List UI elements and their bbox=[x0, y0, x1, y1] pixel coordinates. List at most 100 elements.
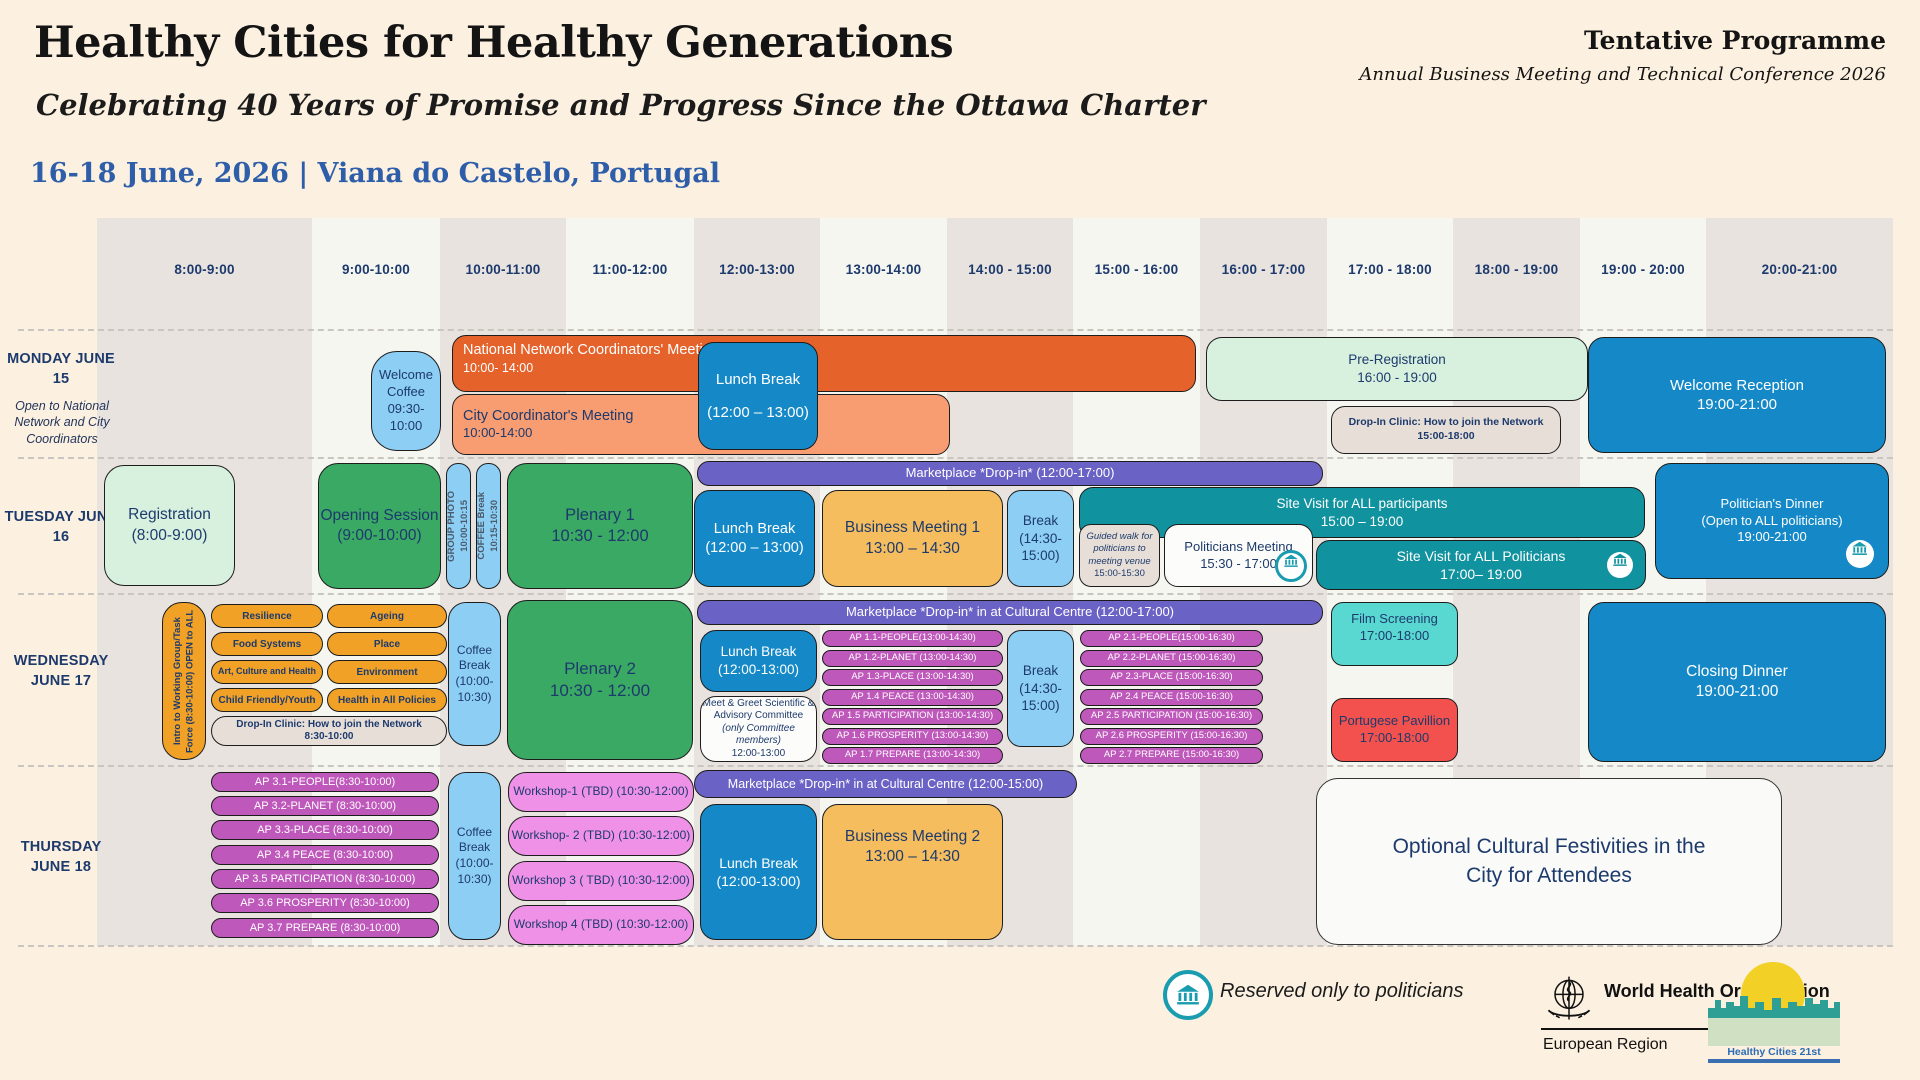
event-meet-greet-committee: Meet & Greet Scientific & Advisory Commi… bbox=[700, 696, 817, 762]
event-time: (12:00-13:00) bbox=[717, 662, 800, 677]
programme-subtitle-line1: Annual Business Meeting and bbox=[1359, 64, 1632, 85]
session-ap-1-1: AP 1.1-PEOPLE(13:00-14:30) bbox=[822, 630, 1003, 647]
event-title: Intro to Working Group/Task Force (8:30-… bbox=[171, 609, 195, 753]
event-time: 15:30 - 17:00 bbox=[1200, 555, 1277, 571]
event-drop-in-clinic-monday: Drop-In Clinic: How to join the Network … bbox=[1331, 406, 1561, 454]
session-ap-2-1: AP 2.1-PEOPLE(15:00-16:30) bbox=[1080, 630, 1263, 647]
time-label: 20:00-21:00 bbox=[1761, 262, 1838, 277]
event-note: (only Committee members) bbox=[722, 722, 795, 747]
event-time: (12:00 – 13:00) bbox=[705, 539, 804, 556]
day-name: WEDNESDAY bbox=[13, 653, 109, 669]
event-group-photo: GROUP PHOTO 10:00-10:15 bbox=[446, 463, 471, 589]
day-date: JUNE 15 bbox=[52, 351, 115, 387]
event-intro-working-group: Intro to Working Group/Task Force (8:30-… bbox=[162, 602, 206, 760]
event-title: Site Visit for ALL Politicians bbox=[1396, 547, 1566, 564]
event-politicians-dinner: Politician's Dinner (Open to ALL politic… bbox=[1655, 463, 1889, 579]
session-ap-2-4: AP 2.4 PEACE (15:00-16:30) bbox=[1080, 689, 1263, 706]
session-ap-3-6: AP 3.6 PROSPERITY (8:30-10:00) bbox=[211, 893, 439, 913]
day-date: JUNE 17 bbox=[30, 672, 92, 689]
event-marketplace-thursday: Marketplace *Drop-in* in at Cultural Cen… bbox=[694, 770, 1077, 798]
event-closing-dinner: Closing Dinner 19:00-21:00 bbox=[1588, 602, 1886, 762]
session-ap-3-4: AP 3.4 PEACE (8:30-10:00) bbox=[211, 845, 439, 865]
session-pill-ageing: Ageing bbox=[327, 604, 447, 628]
session-pill-place: Place bbox=[327, 632, 447, 656]
event-time: 10:30 - 12:00 bbox=[551, 527, 649, 545]
event-plenary-1: Plenary 1 10:30 - 12:00 bbox=[507, 463, 693, 589]
event-coffee-break-tuesday: COFFEE Break 10:15-10:30 bbox=[476, 463, 501, 589]
row-divider bbox=[18, 593, 1893, 595]
session-pill-food-systems: Food Systems bbox=[211, 632, 323, 656]
session-ap-1-6: AP 1.6 PROSPERITY (13:00-14:30) bbox=[822, 728, 1003, 745]
politician-icon bbox=[1607, 552, 1633, 578]
event-time: 16:00 - 19:00 bbox=[1357, 370, 1437, 385]
event-title: Lunch Break bbox=[715, 370, 801, 388]
session-pill-child-friendly-youth: Child Friendly/Youth bbox=[211, 688, 323, 712]
event-time: 10:30 - 12:00 bbox=[549, 681, 651, 700]
time-label: 18:00 - 19:00 bbox=[1474, 262, 1559, 277]
session-ap-3-2: AP 3.2-PLANET (8:30-10:00) bbox=[211, 796, 439, 816]
event-welcome-coffee: Welcome Coffee 09:30-10:00 bbox=[371, 351, 441, 451]
time-label: 13:00-14:00 bbox=[845, 262, 922, 277]
day-label-monday: MONDAY JUNE 15 bbox=[0, 350, 122, 389]
event-title: Marketplace *Drop-in* in at Cultural Cen… bbox=[845, 604, 1175, 620]
page-title: Healthy Cities for Healthy Generations bbox=[34, 18, 954, 68]
event-title: GROUP PHOTO bbox=[446, 490, 457, 562]
time-label: 9:00-10:00 bbox=[341, 262, 411, 277]
day-note-monday: Open to National Network and City Coordi… bbox=[14, 399, 110, 446]
session-ap-3-7: AP 3.7 PREPARE (8:30-10:00) bbox=[211, 918, 439, 938]
event-time: 17:00-18:00 bbox=[1359, 627, 1430, 643]
event-title: Marketplace *Drop-in* in at Cultural Cen… bbox=[727, 776, 1044, 791]
event-time: 09:30-10:00 bbox=[387, 401, 425, 433]
event-subtitle: (Open to ALL politicians) bbox=[1701, 512, 1843, 528]
event-pre-registration: Pre-Registration 16:00 - 19:00 bbox=[1206, 337, 1588, 401]
event-title: Lunch Break bbox=[719, 854, 798, 871]
event-time: (12:00 – 13:00) bbox=[707, 404, 809, 421]
time-label: 16:00 - 17:00 bbox=[1221, 262, 1306, 277]
event-workshop-3: Workshop 3 ( TBD) (10:30-12:00) bbox=[508, 861, 694, 901]
event-time: 10:00-14:00 bbox=[463, 425, 533, 441]
event-title: Closing Dinner bbox=[1686, 662, 1788, 680]
event-title: City Coordinator's Meeting bbox=[463, 407, 634, 424]
event-time: 15:00-18:00 bbox=[1417, 430, 1475, 442]
event-time: 15:00-15:30 bbox=[1094, 567, 1145, 579]
event-dateline: 16-18 June, 2026 | Viana do Castelo, Por… bbox=[30, 158, 721, 189]
event-workshop-1: Workshop-1 (TBD) (10:30-12:00) bbox=[508, 772, 694, 812]
event-title: Plenary 2 bbox=[564, 658, 636, 678]
politician-legend-text: Reserved only to politicians bbox=[1220, 980, 1464, 1002]
event-site-visit-all-politicians: Site Visit for ALL Politicians 17:00– 19… bbox=[1316, 540, 1646, 590]
event-lunch-break-wednesday: Lunch Break (12:00-13:00) bbox=[700, 630, 817, 692]
who-emblem-icon bbox=[1547, 976, 1591, 1020]
page-subtitle: Celebrating 40 Years of Promise and Prog… bbox=[36, 88, 1206, 122]
time-label: 19:00 - 20:00 bbox=[1601, 262, 1685, 277]
session-pill-environment: Environment bbox=[327, 660, 447, 684]
who-logo-divider bbox=[1541, 1028, 1719, 1030]
session-ap-2-3: AP 2.3-PLACE (15:00-16:30) bbox=[1080, 669, 1263, 686]
session-ap-2-2: AP 2.2-PLANET (15:00-16:30) bbox=[1080, 650, 1263, 667]
event-time: 19:00-21:00 bbox=[1737, 529, 1807, 545]
programme-label: Tentative Programme bbox=[1583, 26, 1886, 55]
row-divider bbox=[18, 765, 1893, 767]
event-workshop-2: Workshop- 2 (TBD) (10:30-12:00) bbox=[508, 816, 694, 856]
event-title: Break bbox=[1022, 513, 1059, 529]
event-guided-walk-politicians: Guided walk for politicians to meeting v… bbox=[1079, 524, 1160, 587]
event-title: Meet & Greet Scientific & Advisory Commi… bbox=[702, 697, 815, 722]
event-time: 19:00-21:00 bbox=[1695, 683, 1779, 700]
event-title: Portugese Pavillion bbox=[1338, 713, 1451, 729]
event-marketplace-wednesday: Marketplace *Drop-in* in at Cultural Cen… bbox=[697, 600, 1323, 625]
event-time: 10:15-10:30 bbox=[489, 500, 500, 552]
session-pill-resilience: Resilience bbox=[211, 604, 323, 628]
event-title: Pre-Registration bbox=[1348, 352, 1446, 368]
event-title: Marketplace *Drop-in* (12:00-17:00) bbox=[905, 465, 1115, 481]
event-time: 10:00- 14:00 bbox=[463, 360, 534, 375]
session-ap-1-4: AP 1.4 PEACE (13:00-14:30) bbox=[822, 689, 1003, 706]
session-ap-3-5: AP 3.5 PARTICIPATION (8:30-10:00) bbox=[211, 869, 439, 889]
healthy-cities-logo: Healthy Cities 21st Century bbox=[1708, 962, 1840, 1063]
time-label: 12:00-13:00 bbox=[719, 262, 795, 277]
session-pill-health-in-all-policies: Health in All Policies bbox=[327, 688, 447, 712]
event-title: Politicians Meeting bbox=[1184, 538, 1293, 554]
event-title: National Network Coordinators' Meeting bbox=[463, 342, 719, 358]
event-registration: Registration (8:00-9:00) bbox=[104, 465, 235, 586]
session-ap-2-6: AP 2.6 PROSPERITY (15:00-16:30) bbox=[1080, 728, 1263, 745]
event-time: 17:00-18:00 bbox=[1359, 730, 1430, 745]
